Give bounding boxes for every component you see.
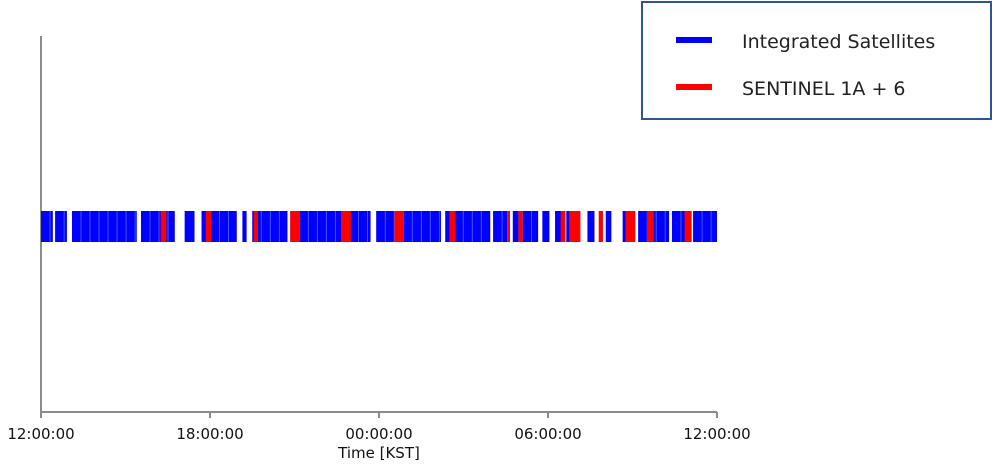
sentinel-bar-9 bbox=[560, 211, 566, 242]
sentinel-bar-3 bbox=[290, 211, 301, 242]
sentinel-bar-6 bbox=[449, 211, 456, 242]
legend-swatch-integrated-satellites bbox=[676, 37, 712, 43]
x-tick-label-3: 06:00:00 bbox=[514, 425, 581, 443]
integrated-satellites-bar-15 bbox=[542, 211, 550, 242]
legend-label-sentinel: SENTINEL 1A + 6 bbox=[742, 78, 906, 100]
integrated-satellites-bar-10 bbox=[376, 211, 441, 242]
integrated-satellites-bar-23 bbox=[693, 211, 717, 242]
legend: Integrated Satellites SENTINEL 1A + 6 bbox=[641, 1, 992, 120]
integrated-satellites-bar-3 bbox=[140, 211, 175, 242]
sentinel-bar-2 bbox=[253, 211, 258, 242]
sentinel-bar-0 bbox=[160, 211, 167, 242]
x-axis-ticks bbox=[40, 412, 718, 418]
integrated-satellites-bar-14 bbox=[522, 211, 539, 242]
legend-swatch-sentinel bbox=[676, 84, 712, 90]
x-axis-tick-labels: 12:00:00 18:00:00 00:00:00 06:00:00 12:00:00 bbox=[7, 425, 750, 443]
legend-box bbox=[641, 1, 992, 120]
integrated-satellites-bar-13 bbox=[512, 211, 519, 242]
sentinel-bars bbox=[160, 211, 692, 242]
sentinel-bar-12 bbox=[625, 211, 636, 242]
x-tick-label-0: 12:00:00 bbox=[7, 425, 74, 443]
x-tick-label-2: 00:00:00 bbox=[345, 425, 412, 443]
integrated-satellites-bar-2 bbox=[71, 211, 137, 242]
integrated-satellites-bars bbox=[41, 211, 717, 242]
sentinel-bar-8 bbox=[518, 211, 523, 242]
sentinel-bar-11 bbox=[598, 211, 603, 242]
integrated-satellites-bar-16 bbox=[555, 211, 563, 242]
integrated-satellites-bar-12 bbox=[493, 211, 508, 242]
integrated-satellites-bar-19 bbox=[605, 211, 612, 242]
x-tick-label-1: 18:00:00 bbox=[176, 425, 243, 443]
sentinel-bar-4 bbox=[340, 211, 351, 242]
integrated-satellites-bar-1 bbox=[55, 211, 67, 242]
sentinel-bar-5 bbox=[394, 211, 403, 242]
integrated-satellites-bar-4 bbox=[184, 211, 195, 242]
integrated-satellites-bar-9 bbox=[349, 211, 371, 242]
x-tick-label-4: 12:00:00 bbox=[683, 425, 750, 443]
integrated-satellites-bar-0 bbox=[41, 211, 53, 242]
integrated-satellites-bar-7 bbox=[252, 211, 288, 242]
legend-label-integrated-satellites: Integrated Satellites bbox=[742, 31, 935, 53]
sentinel-bar-14 bbox=[684, 211, 692, 242]
plot-area: 12:00:00 18:00:00 00:00:00 06:00:00 12:00:00 bbox=[7, 36, 751, 443]
sentinel-bar-10 bbox=[569, 211, 581, 242]
sentinel-bar-7 bbox=[507, 211, 510, 242]
x-axis-title: Time [KST] bbox=[337, 444, 420, 462]
sentinel-bar-1 bbox=[205, 211, 212, 242]
integrated-satellites-bar-18 bbox=[587, 211, 595, 242]
integrated-satellites-bar-6 bbox=[242, 211, 247, 242]
sentinel-bar-13 bbox=[647, 211, 654, 242]
